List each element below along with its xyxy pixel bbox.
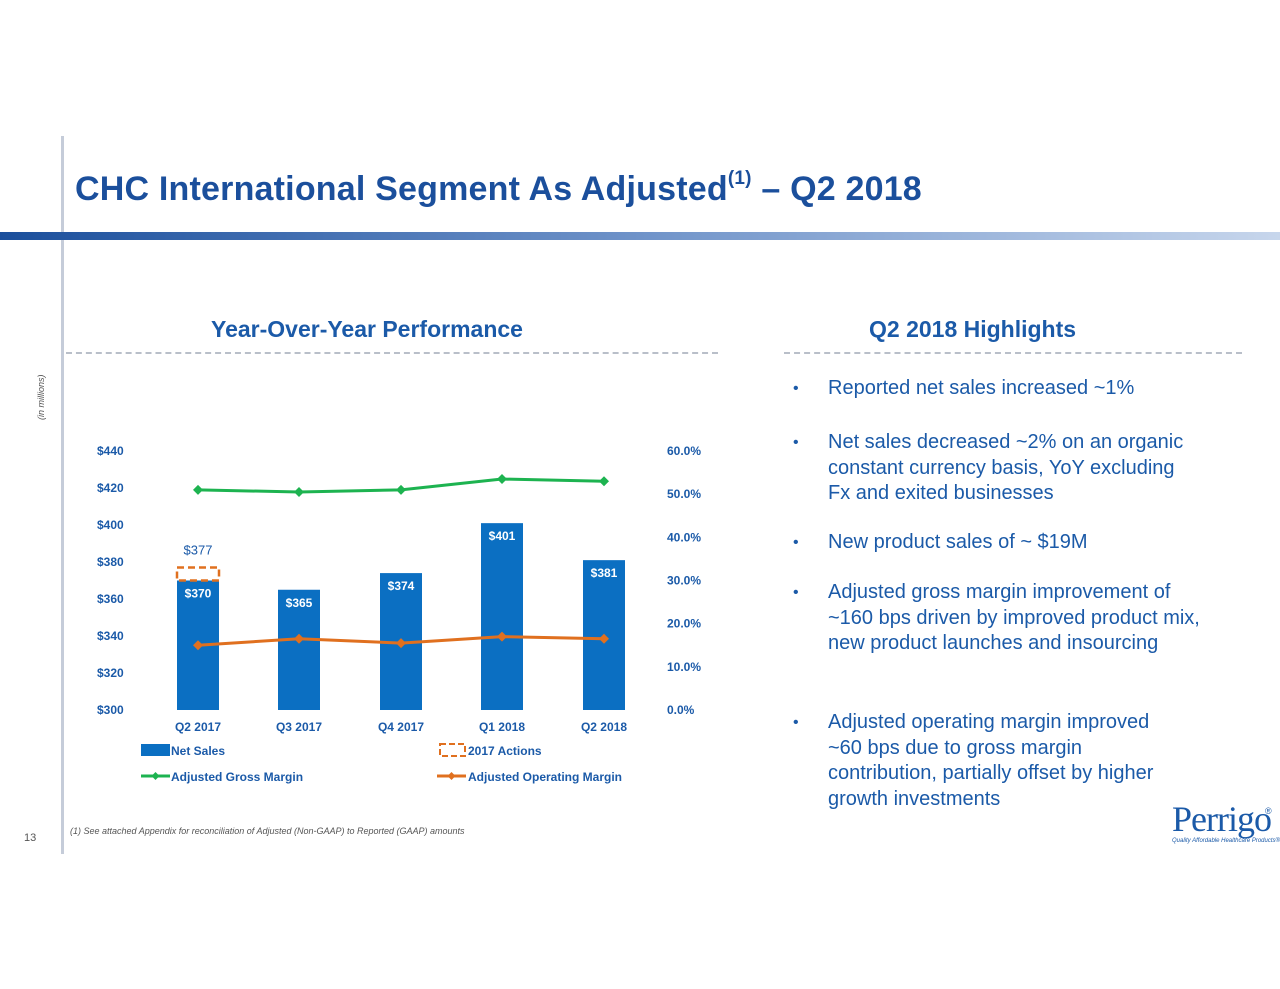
perrigo-logo: Perrigo ® Quality Affordable Healthcare … bbox=[1172, 799, 1280, 844]
legend-label-net-sales: Net Sales bbox=[171, 744, 225, 758]
y-left-tick-label: $320 bbox=[97, 666, 124, 680]
x-tick-label: Q2 2017 bbox=[175, 720, 221, 734]
operating-margin-point bbox=[294, 633, 304, 644]
highlight-text: Adjusted gross margin improvement of ~16… bbox=[828, 581, 1200, 654]
x-tick-label: Q4 2017 bbox=[378, 720, 424, 734]
y-left-tick-label: $340 bbox=[97, 629, 124, 643]
logo-wordmark: Perrigo bbox=[1172, 799, 1272, 839]
highlight-text: Adjusted operating margin improved ~60 b… bbox=[828, 711, 1154, 810]
chart-heading: Year-Over-Year Performance bbox=[211, 316, 523, 342]
y-right-tick-label: 20.0% bbox=[667, 617, 701, 631]
x-tick-label: Q3 2017 bbox=[276, 720, 322, 734]
y-right-tick-label: 0.0% bbox=[667, 703, 695, 717]
x-tick-label: Q1 2018 bbox=[479, 720, 525, 734]
y-left-tick-label: $380 bbox=[97, 555, 124, 569]
highlight-text: New product sales of ~ $19M bbox=[828, 531, 1088, 553]
y-left-tick-label: $420 bbox=[97, 481, 124, 495]
y-right-tick-label: 30.0% bbox=[667, 574, 701, 588]
bar-value-label: $401 bbox=[489, 529, 516, 543]
highlight-bullet: • Reported net sales increased ~1% bbox=[793, 376, 1263, 402]
title-rule bbox=[0, 232, 1280, 240]
highlight-bullet: • Net sales decreased ~2% on an organic c… bbox=[793, 430, 1263, 507]
footnote: (1) See attached Appendix for reconcilia… bbox=[70, 826, 465, 836]
highlight-text: Net sales decreased ~2% on an organic co… bbox=[828, 431, 1184, 504]
legend-label-operating-margin: Adjusted Operating Margin bbox=[468, 770, 622, 784]
bullet-marker: • bbox=[793, 584, 799, 601]
bar-value-label: $374 bbox=[388, 579, 415, 593]
gross-margin-point bbox=[599, 476, 609, 487]
y-right-tick-label: 40.0% bbox=[667, 530, 701, 544]
bar-value-label: $381 bbox=[591, 566, 618, 580]
left-accent-line bbox=[61, 136, 64, 854]
highlights-heading-divider bbox=[784, 352, 1242, 354]
y-right-tick-label: 50.0% bbox=[667, 487, 701, 501]
gross-margin-point bbox=[497, 474, 507, 485]
bar-net-sales bbox=[481, 523, 523, 710]
legend-swatch-net-sales bbox=[141, 744, 170, 756]
y-left-tick-label: $440 bbox=[97, 444, 124, 458]
bar-net-sales bbox=[278, 589, 320, 710]
bar-value-label: $370 bbox=[185, 587, 212, 601]
bullet-marker: • bbox=[793, 714, 799, 731]
highlight-bullet: • New product sales of ~ $19M bbox=[793, 530, 1263, 556]
operating-margin-point bbox=[497, 631, 507, 642]
y-left-tick-label: $300 bbox=[97, 703, 124, 717]
highlight-bullet: • Adjusted gross margin improvement of ~1… bbox=[793, 580, 1263, 657]
highlights-heading: Q2 2018 Highlights bbox=[869, 316, 1077, 342]
bar-2017-actions bbox=[175, 566, 221, 582]
bullet-marker: • bbox=[793, 380, 799, 397]
legend-label-2017-actions: 2017 Actions bbox=[468, 744, 542, 758]
y-left-tick-label: $400 bbox=[97, 518, 124, 532]
chart-heading-divider bbox=[66, 352, 718, 354]
legend-label-gross-margin: Adjusted Gross Margin bbox=[171, 770, 303, 784]
legend-marker-operating-margin bbox=[447, 772, 456, 780]
page-number: 13 bbox=[24, 832, 37, 844]
bar-value-label: $365 bbox=[286, 596, 313, 610]
y-right-tick-label: 60.0% bbox=[667, 444, 701, 458]
operating-margin-point bbox=[599, 633, 609, 644]
actions-value-label: $377 bbox=[184, 543, 213, 558]
gross-margin-point bbox=[193, 484, 203, 495]
operating-margin-point bbox=[193, 640, 203, 651]
logo-tagline: Quality Affordable Healthcare Products® bbox=[1172, 838, 1280, 844]
slide-title: CHC International Segment As Adjusted(1)… bbox=[75, 167, 922, 208]
bullet-marker: • bbox=[793, 434, 799, 451]
legend-swatch-2017-actions bbox=[439, 743, 466, 757]
legend-marker-gross-margin bbox=[151, 772, 160, 780]
highlight-text: Reported net sales increased ~1% bbox=[828, 377, 1135, 399]
y-left-tick-label: $360 bbox=[97, 592, 124, 606]
gross-margin-point bbox=[396, 484, 406, 495]
gross-margin-point bbox=[294, 487, 304, 498]
y-right-tick-label: 10.0% bbox=[667, 660, 701, 674]
x-tick-label: Q2 2018 bbox=[581, 720, 627, 734]
highlight-bullet: • Adjusted operating margin improved ~60 … bbox=[793, 710, 1263, 812]
bullet-marker: • bbox=[793, 534, 799, 551]
operating-margin-point bbox=[396, 638, 406, 649]
performance-chart: $300 $320 $340 $360 $380 $400 $420 $440 0.0% 10.0… bbox=[97, 444, 701, 784]
